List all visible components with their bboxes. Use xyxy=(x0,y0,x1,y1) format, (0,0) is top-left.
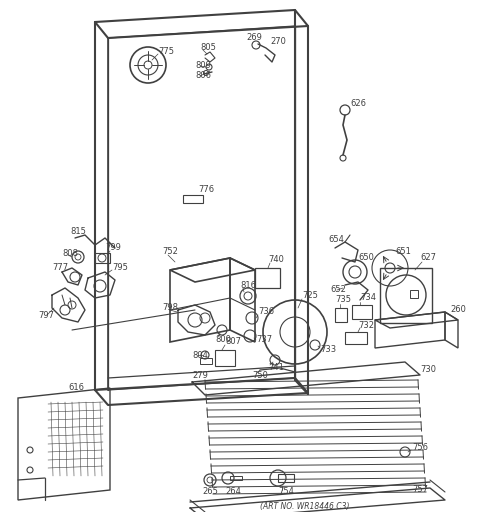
Text: 775: 775 xyxy=(158,48,174,56)
Text: 260: 260 xyxy=(450,306,466,314)
Text: 756: 756 xyxy=(412,443,428,453)
Text: 816: 816 xyxy=(240,281,256,289)
Bar xyxy=(200,358,212,364)
Text: 654: 654 xyxy=(328,236,344,245)
Text: 741: 741 xyxy=(268,364,284,373)
Text: 616: 616 xyxy=(68,383,84,393)
Text: 626: 626 xyxy=(350,98,366,108)
Text: 805: 805 xyxy=(200,44,216,53)
Text: 777: 777 xyxy=(52,264,68,272)
Text: 752: 752 xyxy=(162,247,178,257)
Text: 804: 804 xyxy=(192,351,208,359)
Text: 730: 730 xyxy=(420,366,436,374)
Text: 651: 651 xyxy=(395,247,411,257)
Text: 815: 815 xyxy=(70,227,86,237)
Text: 735: 735 xyxy=(335,295,351,305)
Text: 269: 269 xyxy=(246,33,262,42)
Text: 732: 732 xyxy=(358,321,374,330)
Text: 806: 806 xyxy=(195,72,211,80)
Text: 265: 265 xyxy=(202,487,218,497)
Text: 737: 737 xyxy=(256,335,272,345)
Text: 807: 807 xyxy=(225,337,241,347)
Bar xyxy=(183,195,203,203)
Text: 650: 650 xyxy=(358,253,374,263)
Text: 750: 750 xyxy=(252,371,268,379)
Bar xyxy=(410,290,418,298)
Text: 725: 725 xyxy=(302,290,318,300)
Text: 264: 264 xyxy=(225,487,241,497)
Text: 279: 279 xyxy=(192,371,208,379)
Text: 652: 652 xyxy=(330,286,346,294)
Bar xyxy=(335,308,347,322)
Text: 795: 795 xyxy=(112,264,128,272)
Text: 733: 733 xyxy=(320,346,336,354)
Text: 799: 799 xyxy=(105,244,121,252)
Text: 736: 736 xyxy=(258,308,274,316)
Text: 809: 809 xyxy=(195,61,211,71)
Bar xyxy=(278,474,294,482)
Bar xyxy=(95,253,110,263)
Bar xyxy=(352,305,372,319)
Text: 754: 754 xyxy=(278,487,294,497)
Bar xyxy=(380,268,432,323)
Text: (ART NO. WR18446 C3): (ART NO. WR18446 C3) xyxy=(260,501,350,510)
Text: 776: 776 xyxy=(198,185,214,195)
Bar xyxy=(230,476,242,480)
Text: 740: 740 xyxy=(268,255,284,265)
Text: 270: 270 xyxy=(270,37,286,47)
Text: 808: 808 xyxy=(62,249,78,259)
Bar xyxy=(255,268,280,288)
Text: 734: 734 xyxy=(360,293,376,303)
Text: 798: 798 xyxy=(162,304,178,312)
Text: 797: 797 xyxy=(38,310,54,319)
Text: 627: 627 xyxy=(420,253,436,263)
Bar xyxy=(345,332,367,344)
Text: 800: 800 xyxy=(215,335,231,345)
Text: 757: 757 xyxy=(412,485,428,495)
Bar xyxy=(215,350,235,366)
